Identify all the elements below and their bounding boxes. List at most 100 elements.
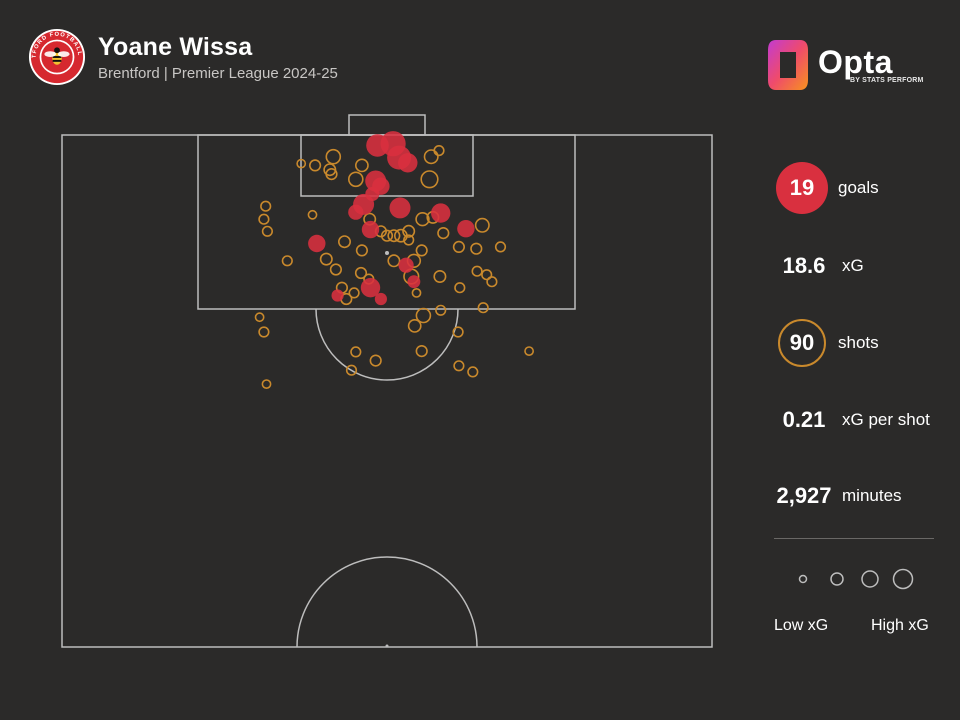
shot-marker bbox=[309, 159, 322, 172]
shot-marker bbox=[347, 171, 364, 188]
stat-minutes: 2,927 minutes bbox=[772, 472, 902, 520]
shot-marker bbox=[403, 234, 415, 246]
goal-marker bbox=[398, 257, 414, 273]
brentford-crest-logo: BRENTFORD FOOTBALL CLUB bbox=[28, 28, 86, 86]
shot-marker bbox=[423, 149, 439, 165]
subtitle: Brentford | Premier League 2024-25 bbox=[98, 64, 338, 82]
shot-marker bbox=[325, 148, 342, 165]
shot-marker bbox=[477, 302, 489, 314]
shot-marker bbox=[453, 360, 465, 372]
shot-marker bbox=[387, 254, 401, 268]
shot-marker bbox=[369, 354, 382, 367]
title-block: Yoane Wissa Brentford | Premier League 2… bbox=[98, 33, 338, 82]
shot-marker bbox=[415, 345, 428, 358]
shot-marker bbox=[402, 224, 416, 238]
shot-marker bbox=[415, 244, 428, 257]
shot-marker bbox=[452, 240, 466, 253]
opta-logo: Opta BY STATS PERFORM bbox=[766, 38, 924, 92]
shot-marker bbox=[258, 213, 270, 225]
shot-marker bbox=[258, 326, 270, 338]
legend-circle-s bbox=[830, 572, 844, 586]
shot-marker bbox=[454, 282, 466, 294]
stat-goals: 19 goals bbox=[772, 162, 879, 214]
goal-marker bbox=[398, 153, 418, 173]
shot-marker bbox=[474, 217, 490, 233]
shot-marker bbox=[407, 318, 422, 333]
legend-high-label: High xG bbox=[871, 617, 929, 634]
shot-marker bbox=[354, 266, 368, 280]
player-name: Yoane Wissa bbox=[98, 32, 253, 61]
stat-shots: 90 shots bbox=[772, 319, 879, 367]
shot-marker bbox=[325, 168, 338, 181]
shot-marker bbox=[354, 158, 369, 173]
legend-low-label: Low xG bbox=[774, 617, 829, 634]
goals-value: 19 bbox=[789, 175, 815, 200]
shot-marker bbox=[433, 269, 447, 283]
shot-marker bbox=[348, 287, 360, 299]
shot-marker bbox=[260, 200, 272, 212]
opta-byline: BY STATS PERFORM bbox=[850, 76, 924, 84]
shot-marker bbox=[254, 312, 265, 323]
shot-marker bbox=[452, 326, 464, 338]
goal-marker bbox=[348, 204, 364, 220]
xg-value: 18.6 bbox=[782, 253, 826, 278]
goal-marker bbox=[360, 278, 381, 298]
legend-circle-l bbox=[892, 568, 914, 590]
shot-marker bbox=[411, 287, 422, 298]
penalty-spot bbox=[385, 251, 389, 255]
xg-size-legend bbox=[798, 568, 914, 590]
shot-marker bbox=[387, 229, 401, 243]
shot-marker bbox=[435, 304, 447, 316]
penalty-area bbox=[197, 134, 576, 310]
xg-per-shot-label: xG per shot bbox=[842, 410, 930, 429]
goals-label: goals bbox=[838, 178, 879, 197]
shot-marker bbox=[337, 235, 351, 249]
opta-wordmark: Opta bbox=[818, 43, 893, 80]
shot-marker bbox=[319, 252, 333, 266]
shot-marker bbox=[420, 170, 439, 189]
shots-label: shots bbox=[838, 333, 879, 352]
shot-marker bbox=[261, 379, 272, 389]
goal-marker bbox=[389, 197, 411, 219]
xg-label: xG bbox=[842, 256, 864, 275]
shot-marker bbox=[355, 244, 369, 257]
goal-marker bbox=[431, 203, 451, 223]
goal-marker bbox=[308, 234, 326, 253]
goal-marker bbox=[457, 220, 475, 238]
shot-marker bbox=[296, 158, 307, 169]
shot-marker bbox=[307, 209, 318, 220]
goal-marker bbox=[407, 275, 421, 289]
shot-marker bbox=[350, 346, 362, 358]
minutes-label: minutes bbox=[842, 486, 902, 505]
shot-marker bbox=[433, 145, 445, 157]
pitch-outline bbox=[61, 134, 713, 648]
shot-marker bbox=[380, 229, 394, 242]
centre-circle-half bbox=[296, 556, 478, 648]
opta-mark-icon bbox=[768, 40, 808, 90]
goals-badge: 19 bbox=[776, 162, 828, 214]
stat-xg-per-shot: 0.21 xG per shot bbox=[772, 396, 930, 444]
header: BRENTFORD FOOTBALL CLUB Yoane Wissa Bren… bbox=[28, 28, 338, 86]
shot-marker bbox=[467, 366, 479, 378]
goal-marker bbox=[374, 292, 387, 306]
shot-marker bbox=[415, 212, 430, 227]
shot-marker bbox=[470, 242, 483, 255]
penalty-arc bbox=[315, 308, 459, 381]
pitch-lines bbox=[61, 114, 713, 648]
shot-marker bbox=[415, 307, 432, 324]
shot-marker bbox=[261, 225, 274, 237]
divider bbox=[774, 538, 934, 539]
stat-xg: 18.6 xG bbox=[772, 242, 864, 290]
shot-marker bbox=[345, 364, 358, 376]
shot-marker bbox=[481, 269, 493, 281]
shots-badge: 90 bbox=[778, 319, 826, 367]
legend-circle-xs bbox=[798, 574, 808, 584]
goal-marker bbox=[361, 220, 380, 239]
shot-marker bbox=[329, 263, 343, 276]
goal-marker bbox=[331, 289, 344, 302]
centre-spot bbox=[385, 644, 389, 648]
shot-marker bbox=[471, 265, 483, 277]
minutes-value: 2,927 bbox=[776, 483, 832, 508]
goals-layer bbox=[308, 131, 475, 306]
